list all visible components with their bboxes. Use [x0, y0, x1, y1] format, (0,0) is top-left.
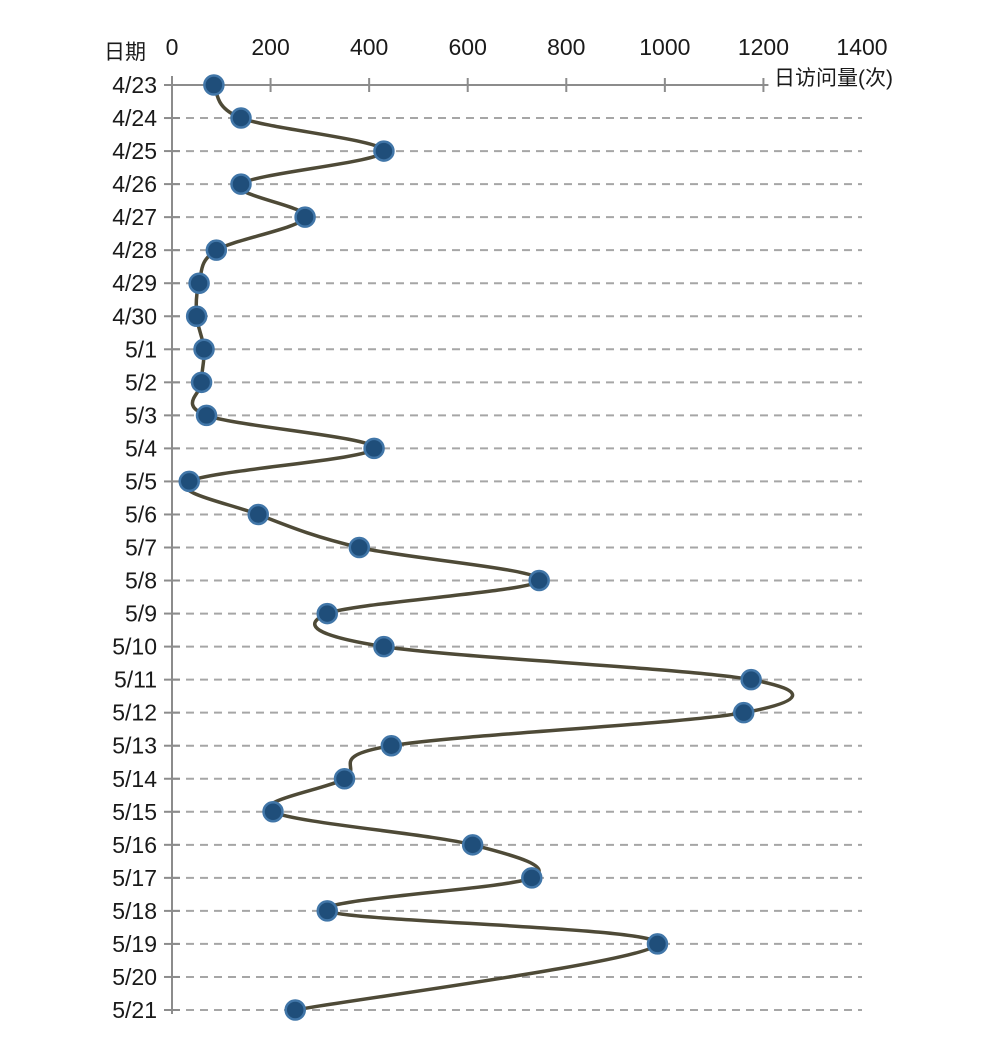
- value-axis-title: 日访问量(次): [774, 67, 893, 90]
- category-label: 5/10: [112, 634, 157, 660]
- data-point-marker: [740, 668, 762, 691]
- data-point-marker: [363, 437, 385, 460]
- value-tick-label: 1200: [738, 34, 789, 60]
- category-label: 5/12: [112, 700, 157, 726]
- category-label: 5/4: [125, 435, 157, 461]
- data-point-marker: [247, 503, 269, 526]
- data-point-marker: [521, 867, 543, 889]
- data-point-marker: [284, 999, 306, 1021]
- category-label: 4/27: [112, 204, 157, 230]
- data-point-marker: [380, 734, 403, 757]
- data-point-marker: [348, 536, 371, 559]
- data-point-marker: [230, 173, 252, 195]
- category-label: 4/25: [112, 138, 157, 164]
- value-tick-label: 1400: [836, 34, 887, 60]
- data-point-marker: [190, 371, 213, 394]
- category-label: 5/19: [112, 931, 157, 957]
- data-point-marker: [193, 338, 215, 361]
- category-label: 5/21: [112, 997, 157, 1023]
- data-point-marker: [316, 900, 338, 922]
- category-label: 5/2: [125, 369, 157, 395]
- category-label: 5/6: [125, 501, 157, 527]
- value-tick-label: 800: [547, 34, 585, 60]
- category-label: 4/29: [112, 270, 157, 296]
- category-label: 5/16: [112, 832, 157, 858]
- category-label: 5/20: [112, 964, 157, 990]
- data-point-marker: [262, 801, 284, 823]
- value-tick-label: 0: [166, 34, 179, 60]
- data-point-marker: [188, 272, 210, 294]
- data-point-marker: [185, 305, 208, 327]
- data-point-marker: [316, 602, 338, 625]
- data-point-marker: [205, 239, 228, 261]
- category-label: 4/30: [112, 303, 157, 329]
- value-tick-label: 600: [449, 34, 487, 60]
- category-label: 4/28: [112, 237, 157, 263]
- category-label: 4/26: [112, 171, 157, 197]
- data-point-marker: [732, 701, 755, 724]
- data-point-marker: [646, 933, 669, 955]
- category-label: 5/5: [125, 468, 157, 494]
- data-point-marker: [203, 74, 225, 96]
- category-label: 4/23: [112, 72, 157, 98]
- data-point-marker: [461, 834, 484, 856]
- category-label: 5/15: [112, 799, 157, 825]
- category-label: 5/13: [112, 733, 157, 759]
- category-label: 4/24: [112, 105, 157, 131]
- category-label: 5/14: [112, 766, 157, 792]
- data-point-marker: [230, 107, 252, 129]
- category-label: 5/17: [112, 865, 157, 891]
- category-label: 5/9: [125, 601, 157, 627]
- data-point-marker: [294, 206, 316, 228]
- data-point-marker: [195, 404, 218, 427]
- category-label: 5/1: [125, 336, 157, 362]
- data-point-marker: [528, 569, 550, 592]
- category-label: 5/7: [125, 535, 157, 561]
- value-tick-label: 200: [251, 34, 289, 60]
- data-point-marker: [373, 140, 395, 162]
- category-label: 5/3: [125, 402, 157, 428]
- value-tick-label: 400: [350, 34, 388, 60]
- category-label: 5/11: [114, 667, 157, 693]
- category-label: 5/8: [125, 568, 157, 594]
- data-point-marker: [373, 635, 395, 658]
- category-label: 5/18: [112, 898, 157, 924]
- category-axis-title: 日期: [104, 41, 146, 64]
- data-point-marker: [178, 470, 200, 493]
- data-point-marker: [333, 768, 356, 790]
- value-tick-label: 1000: [639, 34, 690, 60]
